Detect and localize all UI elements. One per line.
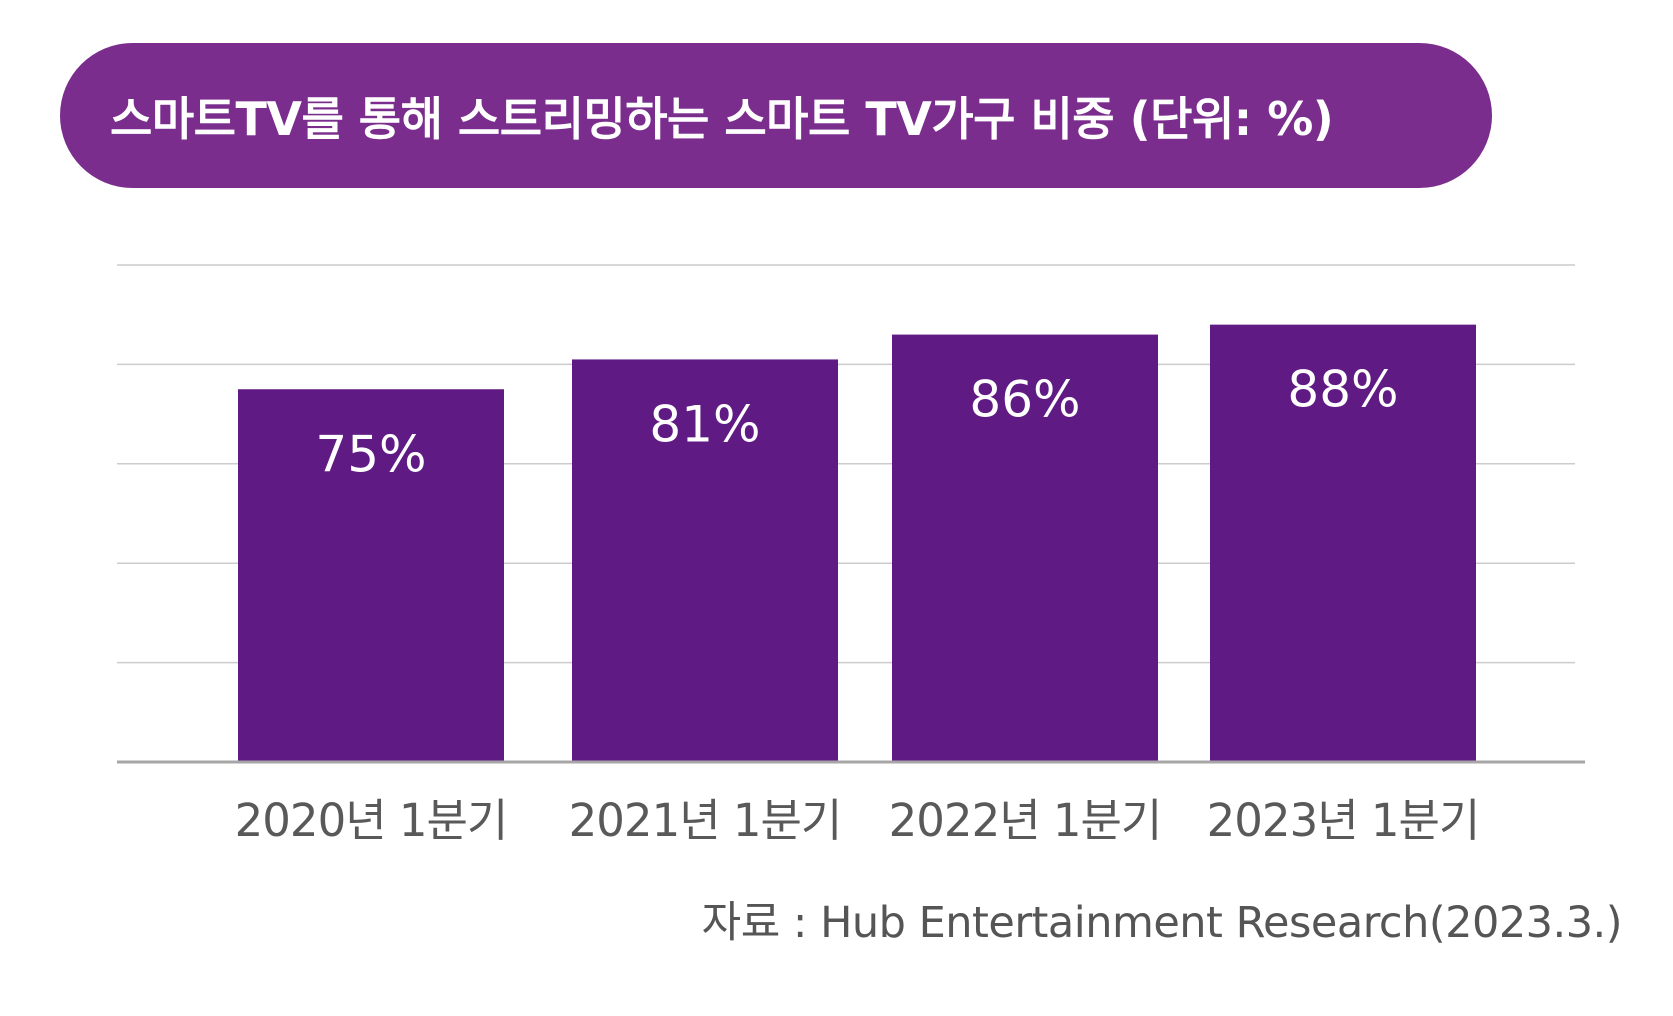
bar <box>572 359 838 762</box>
x-tick-label: 2022년 1분기 <box>889 794 1162 847</box>
chart-title-banner: 스마트TV를 통해 스트리밍하는 스마트 TV가구 비중 (단위: %) <box>60 43 1492 188</box>
bar-value-label: 81% <box>649 395 760 453</box>
bar-value-label: 88% <box>1287 361 1398 419</box>
bar-value-label: 86% <box>969 371 1080 429</box>
x-tick-label: 2021년 1분기 <box>569 794 842 847</box>
source-note: 자료 : Hub Entertainment Research(2023.3.) <box>701 898 1623 948</box>
bar-value-label: 75% <box>315 425 426 483</box>
x-tick-label: 2020년 1분기 <box>235 794 508 847</box>
bars <box>238 324 1476 762</box>
bar <box>238 389 504 762</box>
chart-title: 스마트TV를 통해 스트리밍하는 스마트 TV가구 비중 (단위: %) <box>110 91 1334 146</box>
bar <box>1210 324 1476 762</box>
bar-value-labels: 75% 81% 86% 88% <box>315 361 1398 484</box>
x-tick-label: 2023년 1분기 <box>1207 794 1480 847</box>
x-axis-tick-labels: 2020년 1분기 2021년 1분기 2022년 1분기 2023년 1분기 <box>235 794 1481 847</box>
bar <box>892 334 1158 762</box>
